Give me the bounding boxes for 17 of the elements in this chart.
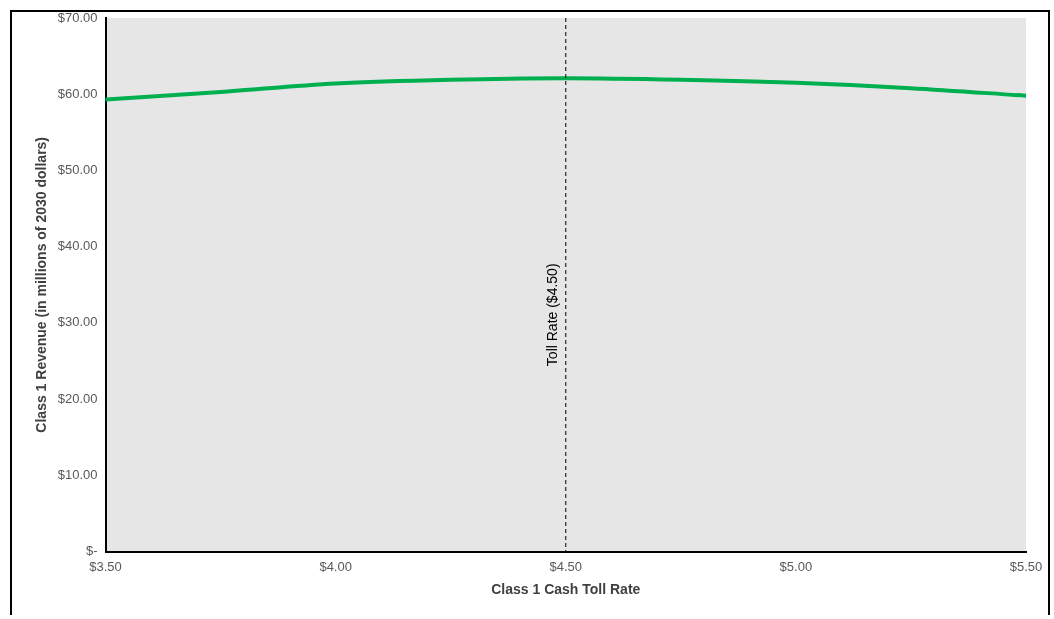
x-tick-label: $5.50 xyxy=(1009,558,1043,574)
x-tick-label: $4.00 xyxy=(319,558,352,574)
x-tick-label: $5.00 xyxy=(779,558,813,574)
y-tick-label: $40.00 xyxy=(57,238,98,254)
y-tick-label: $30.00 xyxy=(57,314,98,330)
ref-line-label: Toll Rate ($4.50) xyxy=(543,263,560,367)
y-tick-label: $70.00 xyxy=(57,9,98,25)
y-tick-label: $60.00 xyxy=(57,85,98,101)
y-axis-title: Class 1 Revenue (in millions of 2030 dollars) xyxy=(33,136,50,433)
x-tick-label: $4.50 xyxy=(549,558,583,574)
line-series xyxy=(105,76,1026,102)
y-tick-label: $20.00 xyxy=(57,390,98,406)
y-tick-label: $- xyxy=(86,543,98,559)
y-tick-label: $50.00 xyxy=(57,162,98,178)
y-tick-label: $10.00 xyxy=(57,466,98,482)
x-axis-title: Class 1 Cash Toll Rate xyxy=(491,581,641,598)
x-tick-label: $3.50 xyxy=(89,558,122,574)
